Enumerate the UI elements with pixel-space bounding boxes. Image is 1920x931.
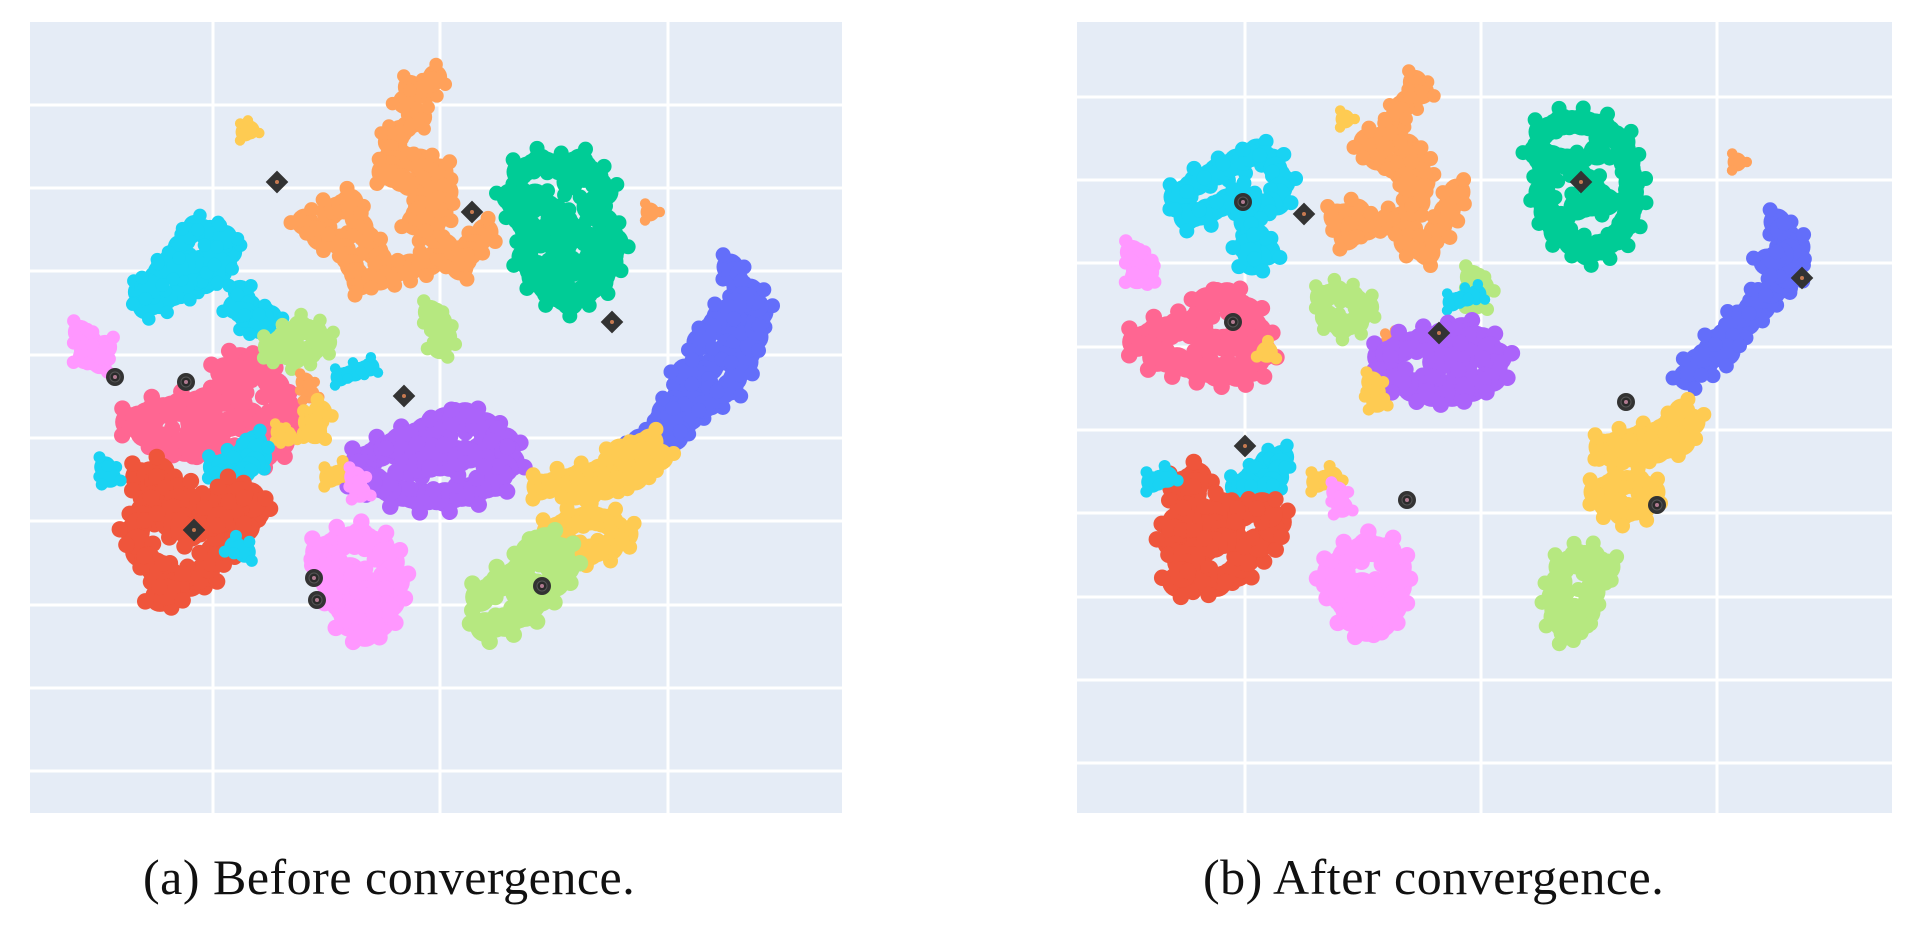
cluster-cyan bbox=[93, 451, 258, 567]
cluster-orange bbox=[1320, 115, 1472, 274]
cluster-cyan bbox=[125, 208, 290, 341]
cluster-lime bbox=[256, 307, 340, 376]
cluster-magenta bbox=[1308, 523, 1419, 646]
cluster-orange bbox=[639, 198, 666, 226]
centroid-circle-icon bbox=[106, 368, 124, 386]
cluster-orange bbox=[374, 57, 453, 161]
cluster-cyan bbox=[1140, 460, 1184, 498]
centroid-diamond-icon bbox=[600, 310, 624, 334]
cluster-lime bbox=[461, 522, 589, 650]
cluster-yellow bbox=[1587, 391, 1712, 471]
centroid-circle-icon bbox=[1648, 496, 1666, 514]
scatter-canvas bbox=[30, 22, 842, 813]
centroid-circle-icon bbox=[1234, 193, 1252, 211]
cluster-blue bbox=[1665, 202, 1812, 397]
cluster-cyan bbox=[1162, 133, 1304, 279]
centroid-circle-icon bbox=[305, 569, 323, 587]
cluster-purple bbox=[339, 400, 533, 521]
centroid-diamond-icon bbox=[1233, 434, 1257, 458]
scatter-plot-before bbox=[30, 22, 842, 813]
centroid-diamond-icon bbox=[1427, 321, 1451, 345]
cluster-yellow bbox=[269, 418, 303, 449]
cluster-lime bbox=[1308, 272, 1382, 347]
cluster-magenta bbox=[1118, 234, 1162, 292]
caption-a: (a) Before convergence. bbox=[143, 849, 636, 905]
centroid-circle-icon bbox=[533, 577, 551, 595]
cluster-magenta bbox=[66, 314, 120, 379]
scatter-plot-after bbox=[1077, 22, 1892, 813]
cluster-yellow bbox=[296, 392, 339, 447]
cluster-cyan bbox=[1441, 278, 1491, 316]
centroid-diamond-icon bbox=[392, 384, 416, 408]
cluster-orange bbox=[283, 139, 503, 303]
cluster-lime bbox=[1534, 535, 1625, 652]
cluster-magenta bbox=[343, 461, 377, 506]
caption-b: (b) After convergence. bbox=[1203, 849, 1665, 905]
cluster-purple bbox=[1365, 312, 1521, 413]
cluster-yellow bbox=[525, 421, 682, 509]
centroid-circle-icon bbox=[1398, 491, 1416, 509]
cluster-lime bbox=[416, 294, 463, 364]
cluster-magenta bbox=[303, 513, 417, 651]
cluster-green bbox=[489, 140, 636, 324]
centroid-circle-icon bbox=[177, 373, 195, 391]
cluster-magenta bbox=[1325, 476, 1359, 521]
cluster-orange bbox=[1377, 64, 1441, 134]
cluster-orange bbox=[1726, 148, 1753, 176]
cluster-cyan bbox=[329, 351, 384, 391]
cluster-yellow bbox=[234, 115, 265, 146]
centroid-circle-icon bbox=[1617, 393, 1635, 411]
cluster-yellow bbox=[1358, 366, 1394, 416]
cluster-yellow bbox=[1334, 105, 1361, 133]
cluster-pink bbox=[1120, 280, 1285, 395]
centroid-circle-icon bbox=[308, 591, 326, 609]
scatter-canvas bbox=[1077, 22, 1892, 813]
centroid-diamond-icon bbox=[265, 170, 289, 194]
centroid-circle-icon bbox=[1224, 313, 1242, 331]
cluster-red bbox=[1148, 453, 1296, 606]
